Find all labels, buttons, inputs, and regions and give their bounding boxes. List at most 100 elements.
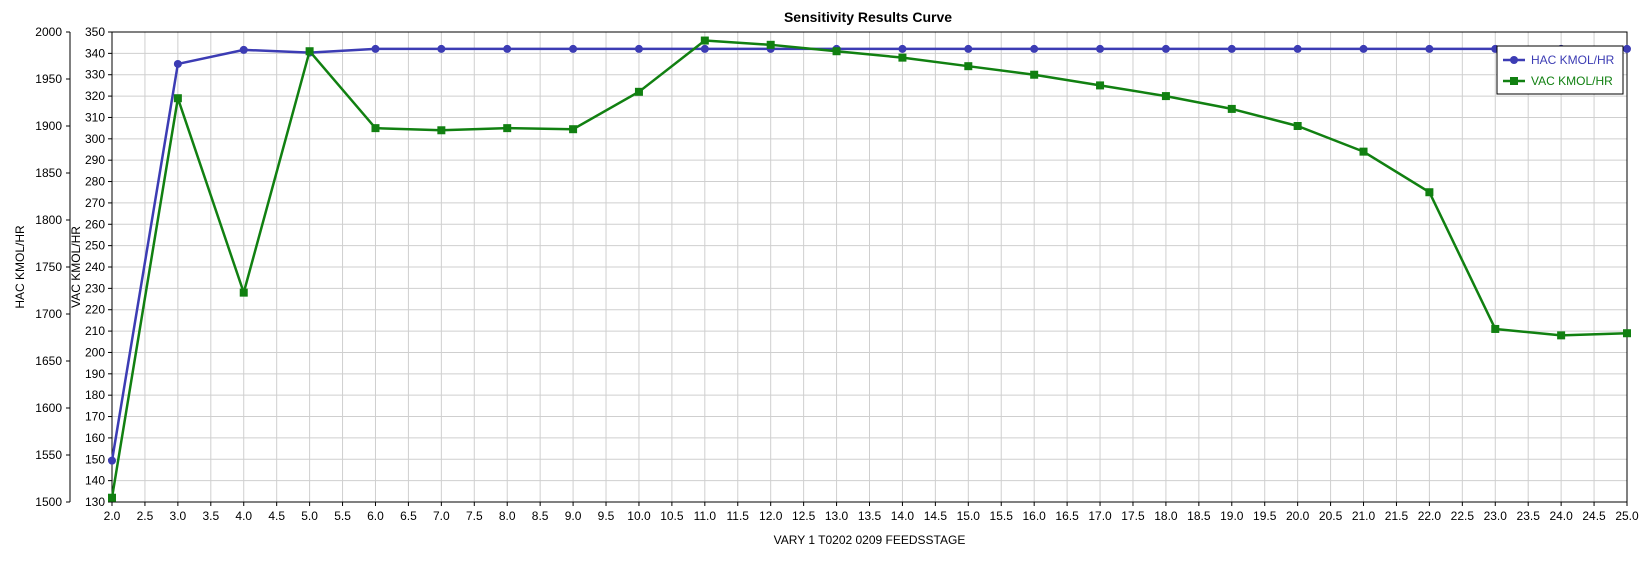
x-tick-label: 12.5 (792, 509, 816, 523)
data-point (1030, 70, 1039, 79)
x-tick-label: 4.0 (235, 509, 252, 523)
x-axis-label: VARY 1 T0202 0209 FEEDSSTAGE (774, 533, 966, 547)
data-point (1293, 44, 1302, 53)
data-point (1359, 44, 1368, 53)
data-point (173, 94, 182, 103)
x-tick-label: 20.5 (1319, 509, 1343, 523)
data-point (634, 87, 643, 96)
y-hac-tick-label: 1700 (35, 307, 62, 321)
x-tick-label: 25.0 (1615, 509, 1639, 523)
x-tick-label: 4.5 (268, 509, 285, 523)
data-point (239, 288, 248, 297)
x-tick-label: 21.5 (1385, 509, 1409, 523)
x-tick-label: 24.5 (1582, 509, 1606, 523)
y-vac-tick-label: 150 (85, 452, 105, 466)
y-vac-tick-label: 160 (85, 431, 105, 445)
y-vac-tick-label: 190 (85, 367, 105, 381)
data-point (1096, 44, 1105, 53)
data-point (437, 44, 446, 53)
series-layer (108, 36, 1631, 502)
y-axis-hac-label: HAC KMOL/HR (13, 225, 27, 309)
y-vac-tick-label: 350 (85, 25, 105, 39)
y-vac-tick-label: 180 (85, 388, 105, 402)
y-hac-tick-label: 1900 (35, 119, 62, 133)
x-tick-label: 7.0 (433, 509, 450, 523)
data-point (766, 40, 775, 49)
x-tick-label: 24.0 (1549, 509, 1573, 523)
x-tick-label: 5.0 (301, 509, 318, 523)
x-tick-label: 7.5 (466, 509, 483, 523)
legend: HAC KMOL/HR VAC KMOL/HR (1496, 45, 1624, 95)
data-point (503, 44, 512, 53)
data-point (1096, 81, 1105, 90)
y-hac-tick-label: 1850 (35, 166, 62, 180)
y-vac-tick-label: 260 (85, 217, 105, 231)
x-tick-label: 10.5 (660, 509, 684, 523)
y-vac-tick-label: 280 (85, 175, 105, 189)
data-point (832, 47, 841, 56)
x-tick-label: 18.0 (1154, 509, 1178, 523)
data-point (1161, 44, 1170, 53)
legend-box (1496, 45, 1624, 95)
data-point (1557, 331, 1566, 340)
x-tick-label: 15.0 (957, 509, 981, 523)
x-tick-label: 9.5 (598, 509, 615, 523)
chart-title: Sensitivity Results Curve (784, 9, 952, 25)
data-point (700, 36, 709, 45)
x-tick-label: 6.5 (400, 509, 417, 523)
data-point (1293, 122, 1302, 130)
x-tick-label: 14.5 (924, 509, 948, 523)
data-point (1491, 324, 1500, 333)
data-point (1623, 44, 1631, 53)
y-axis-vac-label: VAC KMOL/HR (69, 226, 83, 308)
y-vac-tick-label: 270 (85, 196, 105, 210)
x-tick-label: 19.0 (1220, 509, 1244, 523)
y-vac-tick-label: 170 (85, 410, 105, 424)
x-tick-label: 17.0 (1088, 509, 1112, 523)
x-tick-label: 3.5 (202, 509, 219, 523)
y-vac-tick-label: 300 (85, 132, 105, 146)
x-tick-label: 9.0 (565, 509, 582, 523)
data-point (1227, 104, 1236, 113)
data-point (371, 44, 380, 53)
x-tick-label: 2.0 (104, 509, 121, 523)
data-point (700, 44, 709, 53)
x-tick-label: 13.0 (825, 509, 849, 523)
x-tick-label: 16.0 (1022, 509, 1046, 523)
x-tick-label: 3.0 (170, 509, 187, 523)
x-tick-label: 23.5 (1517, 509, 1541, 523)
legend-swatch-marker (1510, 56, 1518, 64)
data-point (569, 125, 578, 134)
y-hac-tick-label: 2000 (35, 25, 62, 39)
y-vac-tick-label: 200 (85, 345, 105, 359)
x-tick-label: 17.5 (1121, 509, 1145, 523)
data-point (173, 59, 182, 68)
data-point (108, 493, 116, 502)
y-hac-tick-label: 1950 (35, 72, 62, 86)
data-point (1425, 44, 1434, 53)
x-tick-label: 11.5 (727, 509, 750, 523)
x-tick-label: 19.5 (1253, 509, 1277, 523)
data-point (898, 53, 907, 62)
y-hac-tick-label: 1500 (35, 495, 62, 509)
y-vac-tick-label: 210 (85, 324, 105, 338)
y-vac-tick-label: 290 (85, 153, 105, 167)
y-vac-tick-label: 320 (85, 89, 105, 103)
y-hac-tick-label: 1750 (35, 260, 62, 274)
y-hac-tick-label: 1800 (35, 213, 62, 227)
x-tick-label: 22.0 (1418, 509, 1442, 523)
x-tick-label: 23.0 (1484, 509, 1508, 523)
data-point (569, 44, 578, 53)
y-hac-tick-label: 1550 (35, 448, 62, 462)
x-tick-label: 14.0 (891, 509, 915, 523)
y-hac-tick-label: 1650 (35, 354, 62, 368)
data-point (634, 44, 643, 53)
y-vac-tick-label: 250 (85, 239, 105, 253)
x-tick-label: 11.0 (694, 509, 717, 523)
x-tick-label: 18.5 (1187, 509, 1211, 523)
data-point (1623, 329, 1631, 338)
x-tick-label: 5.5 (334, 509, 351, 523)
data-point (1227, 44, 1236, 53)
data-point (1425, 188, 1434, 197)
